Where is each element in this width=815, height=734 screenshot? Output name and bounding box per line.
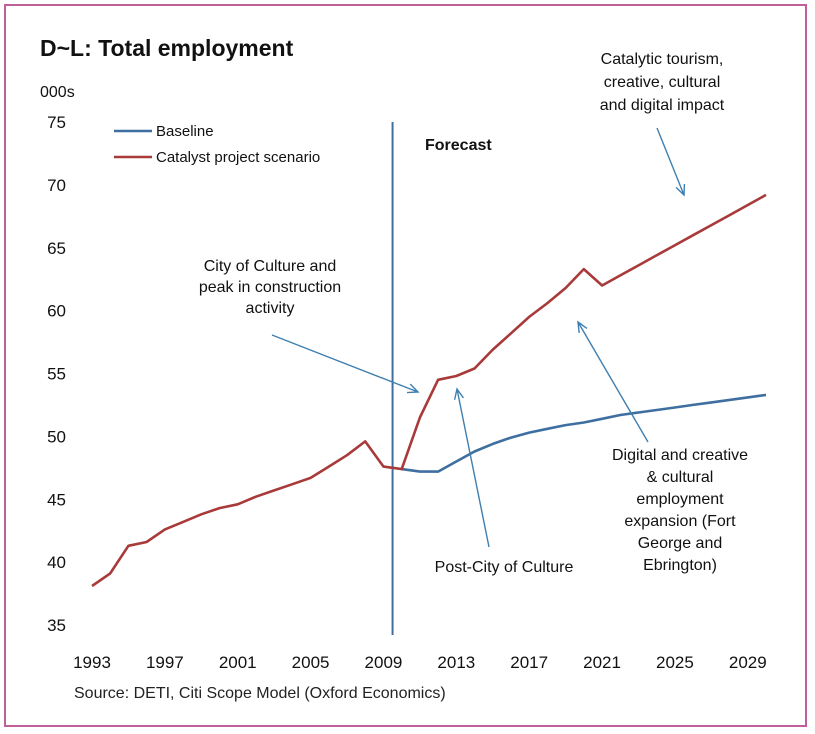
arrow-head [453,387,464,400]
annotations: Catalytic tourism, creative, cultural and … [199,51,748,576]
chart-title: D~L: Total employment [40,35,294,61]
annotation-text: activity [246,300,295,317]
annotation-text: Digital and creative [612,447,748,464]
annotation-arrow [453,387,490,548]
annotation-arrow [271,334,420,394]
y-tick-label: 65 [47,239,66,258]
forecast-label: Forecast [425,137,492,154]
y-tick-label: 40 [47,553,66,572]
arrow-head [577,320,588,334]
annotation-text: Post-City of Culture [435,559,574,576]
arrow-shaft [271,334,419,393]
annotation-text: & cultural [647,469,714,486]
legend-label: Catalyst project scenario [156,149,320,166]
annotation-text: employment [636,491,724,508]
annotation-text: George and [638,535,723,552]
x-tick-label: 1997 [146,653,184,672]
y-tick-label: 60 [47,302,66,321]
y-tick-label: 75 [47,113,66,132]
legend-label: Baseline [156,123,214,140]
annotation-text: Catalytic tourism, [601,51,724,68]
annotation-text: creative, cultural [604,74,721,91]
arrow-shaft [577,321,649,443]
annotation-arrow [577,320,649,443]
x-tick-label: 1993 [73,653,111,672]
y-axis-unit: 000s [40,84,75,101]
y-tick-label: 35 [47,616,66,635]
y-tick-label: 70 [47,176,66,195]
annotation-text: Ebrington) [643,557,717,574]
arrow-head [406,383,420,394]
x-tick-label: 2001 [219,653,257,672]
x-tick-label: 2029 [729,653,767,672]
legend: Baseline Catalyst project scenario [114,123,320,166]
y-tick-label: 45 [47,490,66,509]
arrow-shaft [656,127,685,196]
arrow-shaft [456,388,490,548]
series-group [91,193,767,588]
x-tick-label: 2017 [510,653,548,672]
x-tick-label: 2009 [365,653,403,672]
annotation-text: peak in construction [199,279,341,296]
annotation-text: expansion (Fort [624,513,736,530]
annotation-text: and digital impact [600,97,725,114]
x-tick-label: 2021 [583,653,621,672]
chart-frame [4,4,807,727]
source-note: Source: DETI, Citi Scope Model (Oxford E… [74,685,446,702]
axes: 35 40 45 50 55 60 65 70 75 1993 1997 2001 2005 2009 20… [47,113,767,672]
x-tick-label: 2005 [292,653,330,672]
baseline-series-line [401,393,767,473]
y-tick-label: 50 [47,427,66,446]
arrow-head [675,183,686,197]
x-tick-label: 2013 [437,653,475,672]
annotation-text: City of Culture and [204,258,337,275]
annotation-arrow [656,127,686,197]
catalyst-series-line [91,193,767,588]
x-tick-label: 2025 [656,653,694,672]
y-tick-label: 55 [47,365,66,384]
